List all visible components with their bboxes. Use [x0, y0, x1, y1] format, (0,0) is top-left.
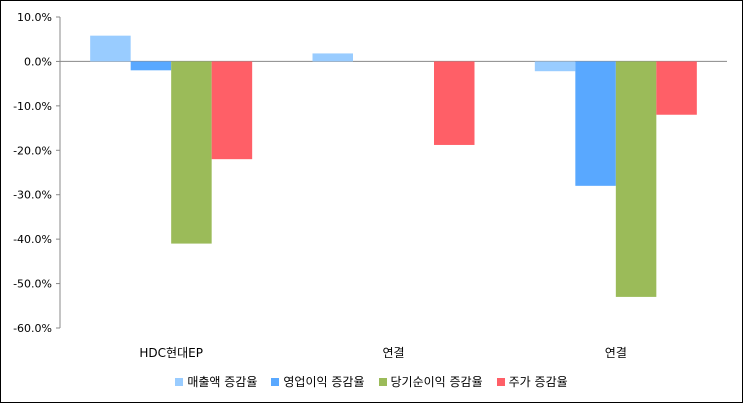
- bar: [211, 61, 253, 160]
- y-tick-label: -60.0%: [13, 322, 52, 335]
- legend-swatch: [378, 377, 387, 386]
- legend-label: 당기순이익 증감율: [390, 375, 483, 389]
- x-tick-label: 연결: [605, 346, 627, 360]
- y-tick-label: -30.0%: [13, 189, 52, 202]
- x-tick-label: HDC현대EP: [139, 346, 203, 360]
- legend-label: 주가 증감율: [508, 375, 568, 389]
- bar: [171, 61, 212, 244]
- y-tick-label: -20.0%: [13, 144, 52, 157]
- bar: [90, 35, 131, 62]
- y-tick-label: 10.0%: [17, 11, 52, 24]
- y-tick-label: -50.0%: [13, 278, 52, 291]
- legend-swatch: [175, 377, 184, 386]
- legend-label: 영업이익 증감율: [283, 375, 365, 389]
- y-tick-label: -10.0%: [13, 100, 52, 113]
- bar: [434, 61, 475, 145]
- legend-item: 당기순이익 증감율: [378, 373, 483, 390]
- y-tick-label: 0.0%: [24, 55, 52, 68]
- legend-swatch: [271, 377, 280, 386]
- legend: 매출액 증감율 영업이익 증감율 당기순이익 증감율 주가 증감율: [1, 373, 742, 390]
- legend-item: 주가 증감율: [496, 373, 568, 390]
- bar: [534, 61, 576, 72]
- legend-swatch: [496, 377, 505, 386]
- legend-item: 영업이익 증감율: [271, 373, 365, 390]
- legend-item: 매출액 증감율: [175, 373, 257, 390]
- legend-label: 매출액 증감율: [187, 375, 258, 389]
- y-tick-label: -40.0%: [13, 233, 52, 246]
- bar: [130, 61, 172, 71]
- bar: [575, 61, 616, 186]
- x-tick-label: 연결: [382, 346, 404, 360]
- bar: [656, 61, 697, 115]
- bar: [312, 53, 353, 62]
- bar: [615, 61, 657, 297]
